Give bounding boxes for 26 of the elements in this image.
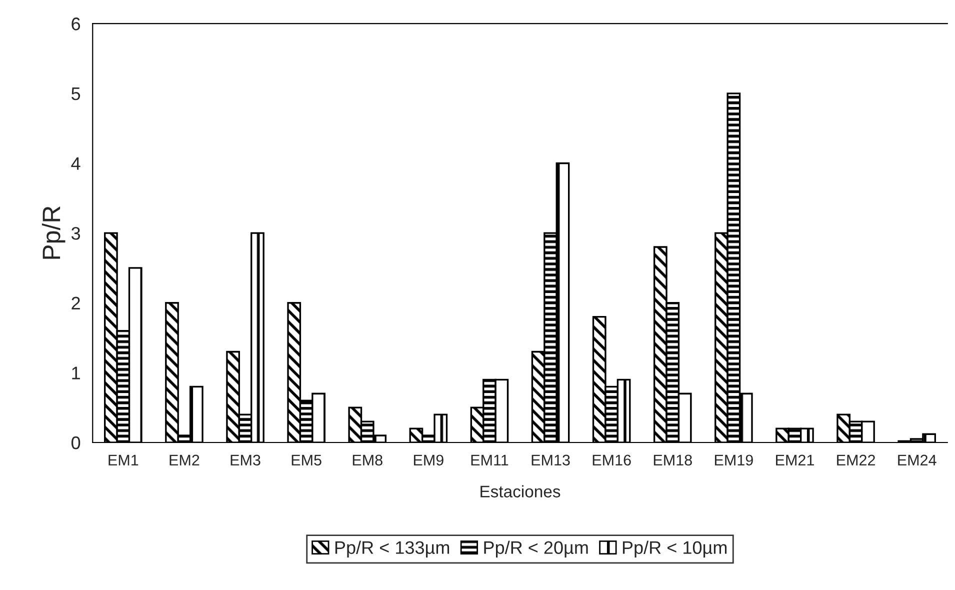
- x-tick-label: EM13: [532, 454, 570, 466]
- y-axis-title: Pp/R: [42, 206, 66, 259]
- y-tick-label: 1: [72, 366, 80, 380]
- x-axis-title: Estaciones: [480, 485, 560, 498]
- x-tick-label: EM16: [592, 454, 631, 466]
- x-tick-label: EM8: [352, 454, 382, 466]
- x-tick-label: EM19: [714, 454, 753, 466]
- x-tick-label: EM2: [170, 454, 200, 466]
- x-tick-label: EM1: [108, 454, 138, 466]
- x-tick-label: EM3: [230, 454, 260, 466]
- x-tick-label: EM9: [414, 454, 444, 466]
- y-tick-label: 4: [71, 157, 80, 170]
- x-tick-label: EM5: [292, 454, 322, 466]
- y-tick-label: 3: [71, 226, 80, 240]
- x-tick-label: EM11: [471, 454, 508, 466]
- y-tick-label: 6: [72, 18, 80, 30]
- y-tick-label: 2: [72, 296, 80, 310]
- x-tick-label: EM18: [654, 454, 692, 466]
- legend-label: Pp/R < 20µm: [484, 540, 588, 558]
- y-tick-label: 5: [72, 88, 80, 100]
- legend-label: Pp/R < 133µm: [335, 540, 450, 558]
- x-tick-label: EM22: [837, 454, 875, 466]
- legend-label: Pp/R < 10µm: [622, 540, 727, 558]
- y-tick-label: 0: [71, 436, 80, 450]
- x-tick-label: EM24: [898, 454, 936, 466]
- x-tick-label: EM21: [776, 454, 814, 466]
